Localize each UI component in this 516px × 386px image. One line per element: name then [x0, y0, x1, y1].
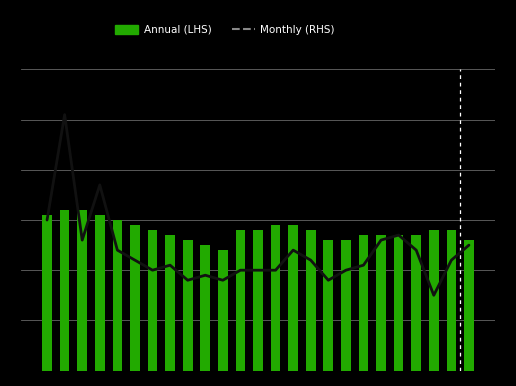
Bar	[359, 235, 368, 371]
Bar	[77, 210, 87, 371]
Bar	[42, 215, 52, 371]
Bar	[341, 240, 351, 371]
Bar	[253, 230, 263, 371]
Bar	[236, 230, 245, 371]
Bar	[464, 240, 474, 371]
Bar	[218, 250, 228, 371]
Bar	[148, 230, 157, 371]
Bar	[306, 230, 316, 371]
Bar	[130, 225, 140, 371]
Bar	[288, 225, 298, 371]
Bar	[271, 225, 280, 371]
Legend: Annual (LHS), Monthly (RHS): Annual (LHS), Monthly (RHS)	[111, 20, 339, 39]
Bar	[429, 230, 439, 371]
Bar	[324, 240, 333, 371]
Bar	[376, 235, 386, 371]
Bar	[411, 235, 421, 371]
Bar	[183, 240, 192, 371]
Bar	[95, 215, 105, 371]
Bar	[200, 245, 210, 371]
Bar	[394, 235, 404, 371]
Bar	[112, 220, 122, 371]
Bar	[60, 210, 70, 371]
Bar	[165, 235, 175, 371]
Bar	[446, 230, 456, 371]
